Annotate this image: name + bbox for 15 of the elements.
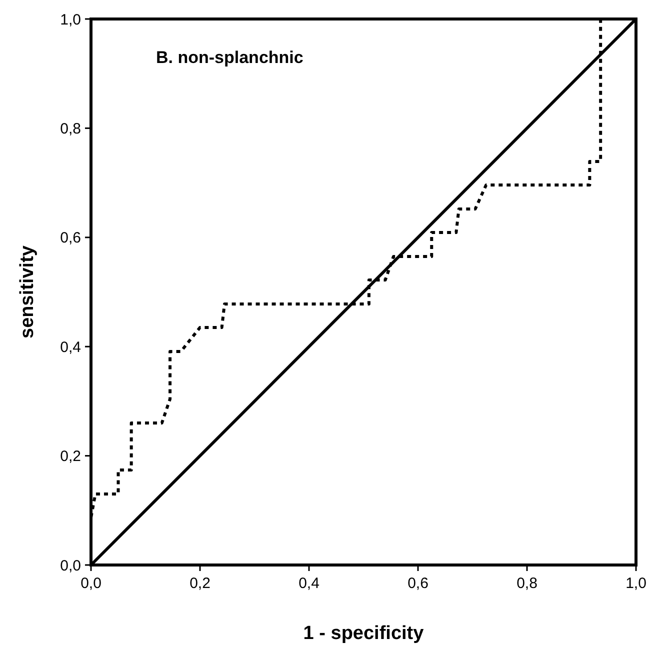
y-tick-label: 0,4 bbox=[60, 338, 81, 356]
y-tick-label: 0,6 bbox=[60, 230, 81, 247]
x-tick-label: 0,8 bbox=[516, 575, 538, 592]
y-tick-label: 0,8 bbox=[60, 120, 81, 138]
x-tick-label: 0,4 bbox=[298, 575, 320, 592]
y-tick-label: 0,0 bbox=[60, 557, 81, 574]
x-tick-label: 1,0 bbox=[626, 575, 646, 592]
y-tick-label: 0,2 bbox=[60, 448, 81, 466]
x-axis-title: 1 - specificity bbox=[303, 623, 424, 644]
y-axis-title: sensitivity bbox=[17, 245, 38, 338]
x-tick-label: 0,0 bbox=[80, 575, 102, 592]
x-tick-label: 0,6 bbox=[408, 575, 428, 592]
text: B. non-splanchnic bbox=[156, 48, 304, 67]
y-tick-label: 1,0 bbox=[60, 11, 81, 28]
x-tick-label: 0,2 bbox=[190, 575, 210, 592]
